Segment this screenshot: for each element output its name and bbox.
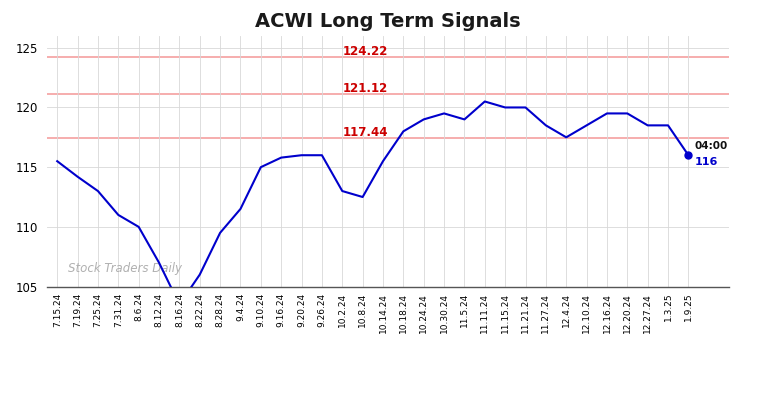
Text: 124.22: 124.22 bbox=[343, 45, 387, 58]
Text: 117.44: 117.44 bbox=[343, 126, 388, 139]
Text: 121.12: 121.12 bbox=[343, 82, 387, 95]
Text: Stock Traders Daily: Stock Traders Daily bbox=[67, 261, 182, 275]
Title: ACWI Long Term Signals: ACWI Long Term Signals bbox=[256, 12, 521, 31]
Text: 116: 116 bbox=[695, 157, 718, 167]
Text: 04:00: 04:00 bbox=[695, 141, 728, 151]
